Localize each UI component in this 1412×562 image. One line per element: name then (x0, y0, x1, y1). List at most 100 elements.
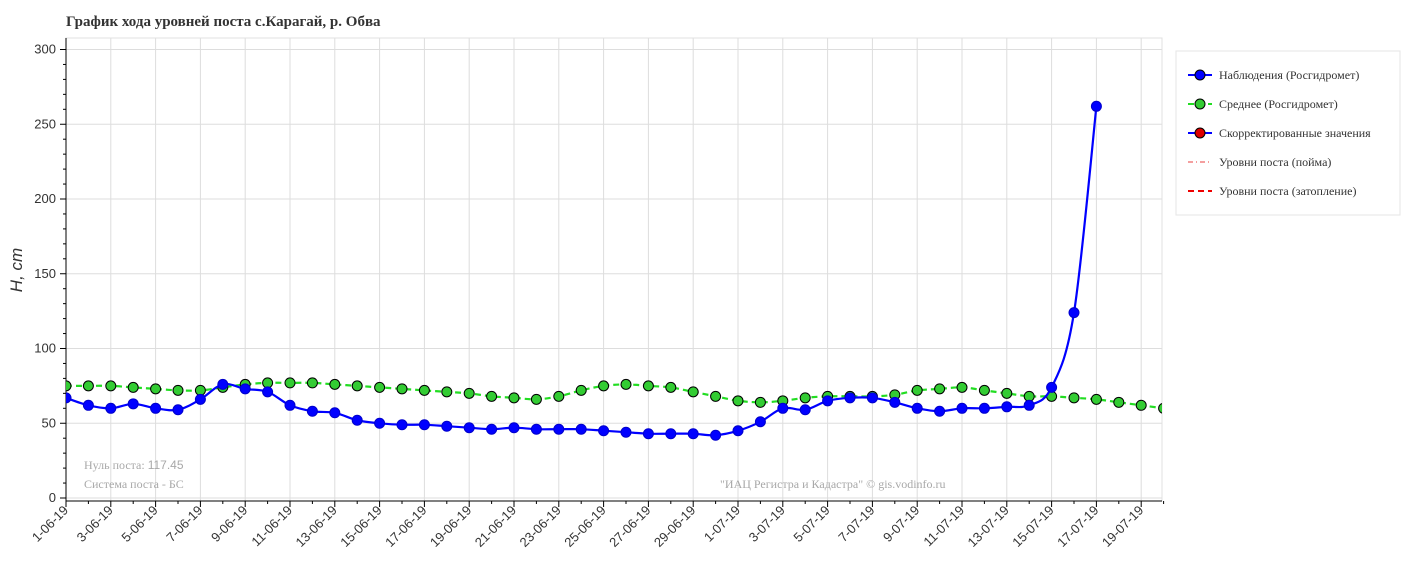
observation-point[interactable] (754, 416, 766, 428)
observation-point[interactable] (486, 423, 498, 435)
average-point[interactable] (150, 383, 162, 395)
average-point[interactable] (934, 383, 946, 395)
average-point[interactable] (105, 380, 117, 392)
average-point[interactable] (486, 390, 498, 402)
observation-point[interactable] (194, 393, 206, 405)
average-point[interactable] (61, 380, 72, 392)
average-point[interactable] (799, 392, 811, 404)
observation-point[interactable] (844, 392, 856, 404)
observation-point[interactable] (374, 417, 386, 429)
observation-point[interactable] (687, 428, 699, 440)
observation-point[interactable] (1023, 399, 1035, 411)
average-point[interactable] (374, 381, 386, 393)
average-point[interactable] (620, 378, 632, 390)
observation-point[interactable] (150, 402, 162, 414)
x-tick-label: 21-06-19 (472, 503, 519, 550)
average-point[interactable] (598, 380, 610, 392)
x-tick-label: 11-07-19 (920, 503, 967, 550)
legend-item[interactable]: Уровни поста (затопление) (1188, 184, 1356, 198)
average-point[interactable] (418, 384, 430, 396)
observation-point[interactable] (978, 402, 990, 414)
average-point[interactable] (1158, 403, 1169, 414)
y-tick-label: 100 (34, 341, 56, 356)
observation-point[interactable] (284, 399, 296, 411)
observation-point[interactable] (1046, 381, 1058, 393)
observation-point[interactable] (105, 402, 117, 414)
observation-point[interactable] (508, 422, 520, 434)
observation-point[interactable] (396, 419, 408, 431)
observation-point[interactable] (306, 405, 318, 417)
average-point[interactable] (329, 378, 341, 390)
average-point[interactable] (396, 383, 408, 395)
average-point[interactable] (508, 392, 520, 404)
observation-point[interactable] (553, 423, 565, 435)
observation-point[interactable] (127, 398, 139, 410)
observation-point[interactable] (530, 423, 542, 435)
average-point[interactable] (575, 384, 587, 396)
average-point[interactable] (732, 395, 744, 407)
chart-title: График хода уровней поста с.Карагай, р. … (66, 14, 381, 30)
average-point[interactable] (956, 381, 968, 393)
observation-point[interactable] (217, 378, 229, 390)
observation-point[interactable] (866, 392, 878, 404)
observation-point[interactable] (777, 402, 789, 414)
average-point[interactable] (978, 384, 990, 396)
average-point[interactable] (172, 384, 184, 396)
average-point[interactable] (911, 384, 923, 396)
observation-point[interactable] (620, 426, 632, 438)
observation-point[interactable] (1068, 307, 1080, 319)
average-point[interactable] (642, 380, 654, 392)
average-point[interactable] (665, 381, 677, 393)
observation-point[interactable] (1001, 401, 1013, 413)
average-point[interactable] (1113, 396, 1125, 408)
average-point[interactable] (463, 387, 475, 399)
observation-point[interactable] (732, 425, 744, 437)
legend-item[interactable]: Среднее (Росгидромет) (1188, 97, 1338, 111)
average-point[interactable] (553, 390, 565, 402)
average-point[interactable] (1068, 392, 1080, 404)
observation-point[interactable] (934, 405, 946, 417)
average-point[interactable] (284, 377, 296, 389)
observation-point[interactable] (710, 429, 722, 441)
legend-item[interactable]: Уровни поста (пойма) (1188, 155, 1331, 169)
observation-point[interactable] (598, 425, 610, 437)
average-point[interactable] (441, 386, 453, 398)
observation-point[interactable] (822, 395, 834, 407)
observation-point[interactable] (575, 423, 587, 435)
x-tick-label: 15-07-19 (1009, 503, 1056, 550)
observation-point[interactable] (239, 383, 251, 395)
y-tick-label: 300 (34, 42, 56, 57)
observation-point[interactable] (351, 414, 363, 426)
observation-point[interactable] (441, 420, 453, 432)
average-point[interactable] (127, 381, 139, 393)
observation-point[interactable] (1090, 100, 1102, 112)
observation-point[interactable] (911, 402, 923, 414)
average-point[interactable] (1090, 393, 1102, 405)
average-point[interactable] (82, 380, 94, 392)
average-point[interactable] (1135, 399, 1147, 411)
legend-item[interactable]: Скорректированные значения (1188, 126, 1371, 140)
legend-item[interactable]: Наблюдения (Росгидромет) (1188, 68, 1359, 82)
observation-point[interactable] (665, 428, 677, 440)
observation-point[interactable] (799, 404, 811, 416)
average-point[interactable] (710, 390, 722, 402)
observation-point[interactable] (418, 419, 430, 431)
observation-point[interactable] (172, 404, 184, 416)
average-point[interactable] (1001, 387, 1013, 399)
observation-point[interactable] (262, 386, 274, 398)
observation-point[interactable] (61, 392, 72, 404)
observation-point[interactable] (642, 428, 654, 440)
x-tick-label: 15-06-19 (337, 503, 384, 550)
average-point[interactable] (306, 377, 318, 389)
observation-point[interactable] (956, 402, 968, 414)
x-tick-label: 13-06-19 (293, 503, 340, 550)
observation-point[interactable] (82, 399, 94, 411)
observation-point[interactable] (329, 407, 341, 419)
average-point[interactable] (530, 393, 542, 405)
average-point[interactable] (687, 386, 699, 398)
observation-point[interactable] (889, 396, 901, 408)
observation-point[interactable] (463, 422, 475, 434)
average-point[interactable] (351, 380, 363, 392)
average-point[interactable] (754, 396, 766, 408)
